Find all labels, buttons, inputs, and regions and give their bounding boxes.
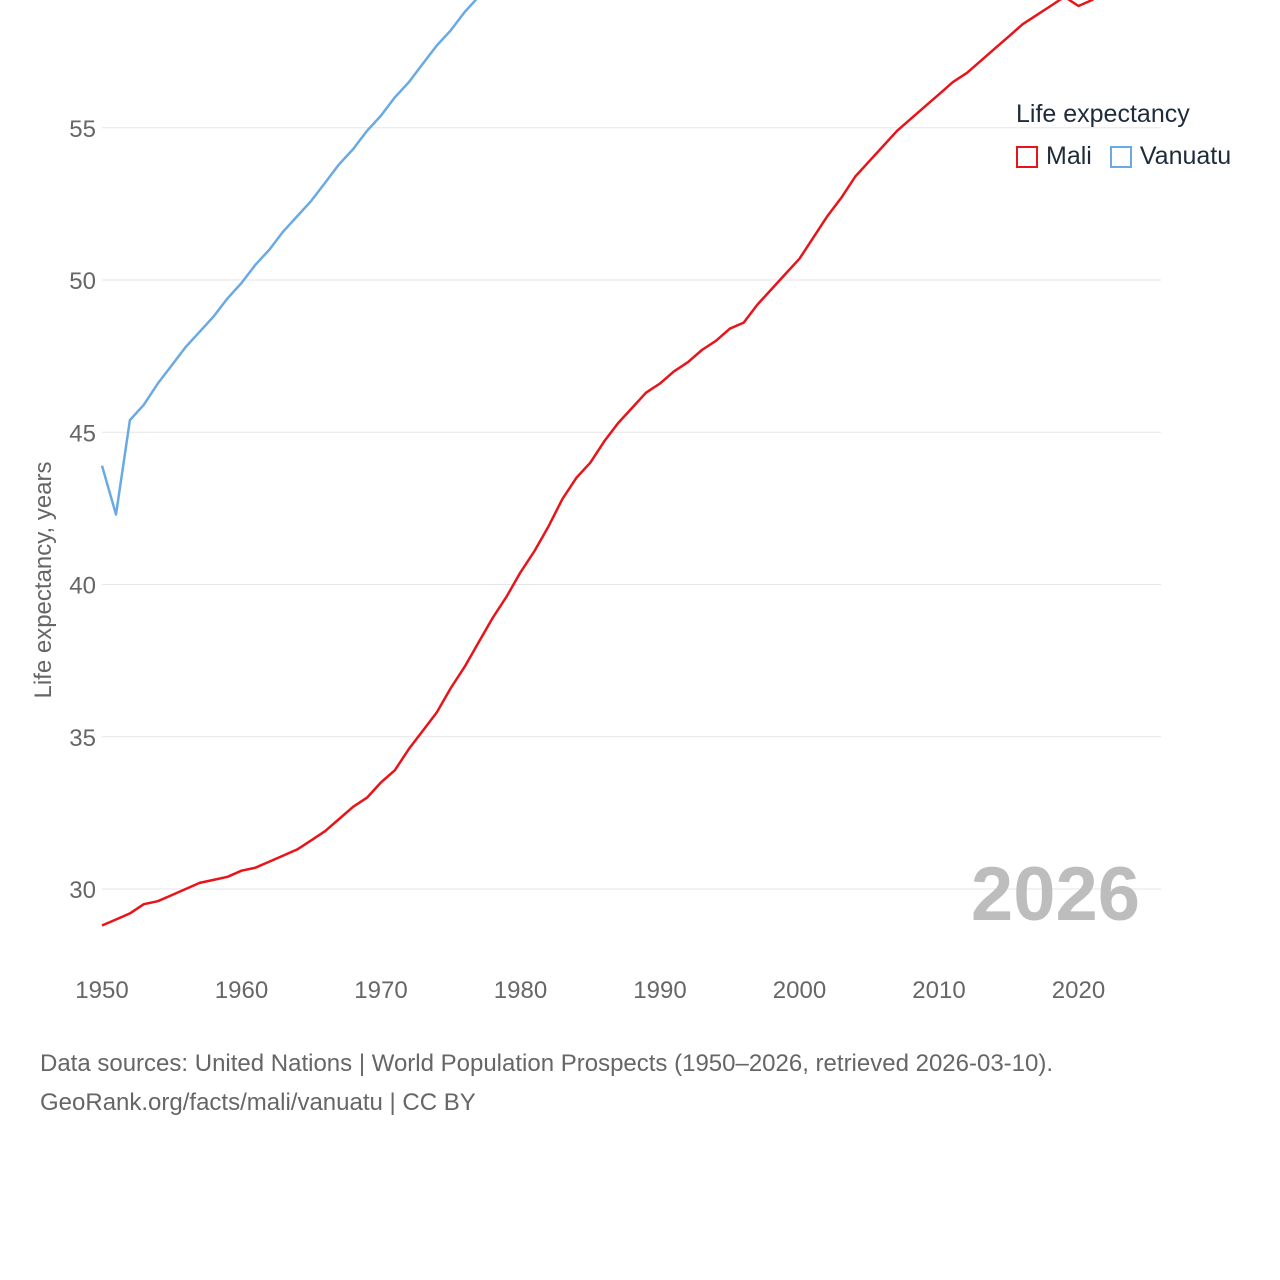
y-tick-label: 40 [69,573,96,600]
legend: Mali Vanuatu [1016,142,1249,171]
source-line-1: Data sources: United Nations | World Pop… [40,1050,1054,1077]
x-tick-label: 1990 [633,977,686,1004]
source-note: Data sources: United Nations | World Pop… [40,1044,1053,1122]
x-tick-label: 2000 [773,977,826,1004]
x-axis-ticks: 1950 1960 1970 1980 1990 2000 2010 2020 [75,977,1105,1004]
x-tick-label: 2010 [912,977,965,1004]
y-tick-label: 45 [69,420,96,447]
x-tick-label: 1970 [354,977,407,1004]
series-lines [100,0,1162,927]
x-tick-label: 2020 [1052,977,1105,1004]
legend-swatch-mali [1016,145,1038,168]
source-line-2[interactable]: GeoRank.org/facts/mali/vanuatu | CC BY [40,1089,476,1116]
legend-item-mali[interactable]: Mali [1016,142,1092,171]
legend-item-vanuatu[interactable]: Vanuatu [1109,142,1232,171]
y-tick-label: 50 [69,268,96,295]
y-axis-ticks: 303540455055606570 [69,116,96,904]
year-label: 2026 [971,852,1140,937]
y-tick-label: 55 [69,116,96,143]
x-tick-label: 1980 [494,977,547,1004]
y-tick-label: 30 [69,877,96,904]
series-line-mali[interactable] [101,0,1162,927]
legend-title: Life expectancy [1016,100,1190,128]
series-line-vanuatu[interactable] [100,0,1162,516]
x-tick-label: 1960 [215,977,268,1004]
legend-label-mali: Mali [1046,142,1092,170]
y-axis-label: Life expectancy, years [30,461,57,698]
legend-swatch-vanuatu [1109,145,1132,168]
y-tick-label: 35 [69,725,96,752]
legend-label-vanuatu: Vanuatu [1139,142,1232,170]
x-tick-label: 1950 [75,977,128,1004]
gridlines [102,127,1161,890]
